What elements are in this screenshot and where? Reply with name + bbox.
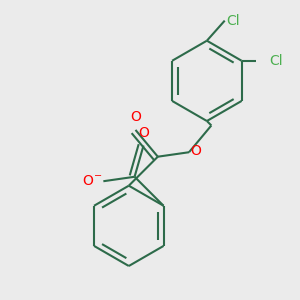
Text: O: O <box>138 126 149 140</box>
Text: O: O <box>130 110 141 124</box>
Text: Cl: Cl <box>269 54 283 68</box>
Text: Cl: Cl <box>226 14 239 28</box>
Text: O$^{-}$: O$^{-}$ <box>82 174 102 188</box>
Text: O: O <box>190 144 201 158</box>
